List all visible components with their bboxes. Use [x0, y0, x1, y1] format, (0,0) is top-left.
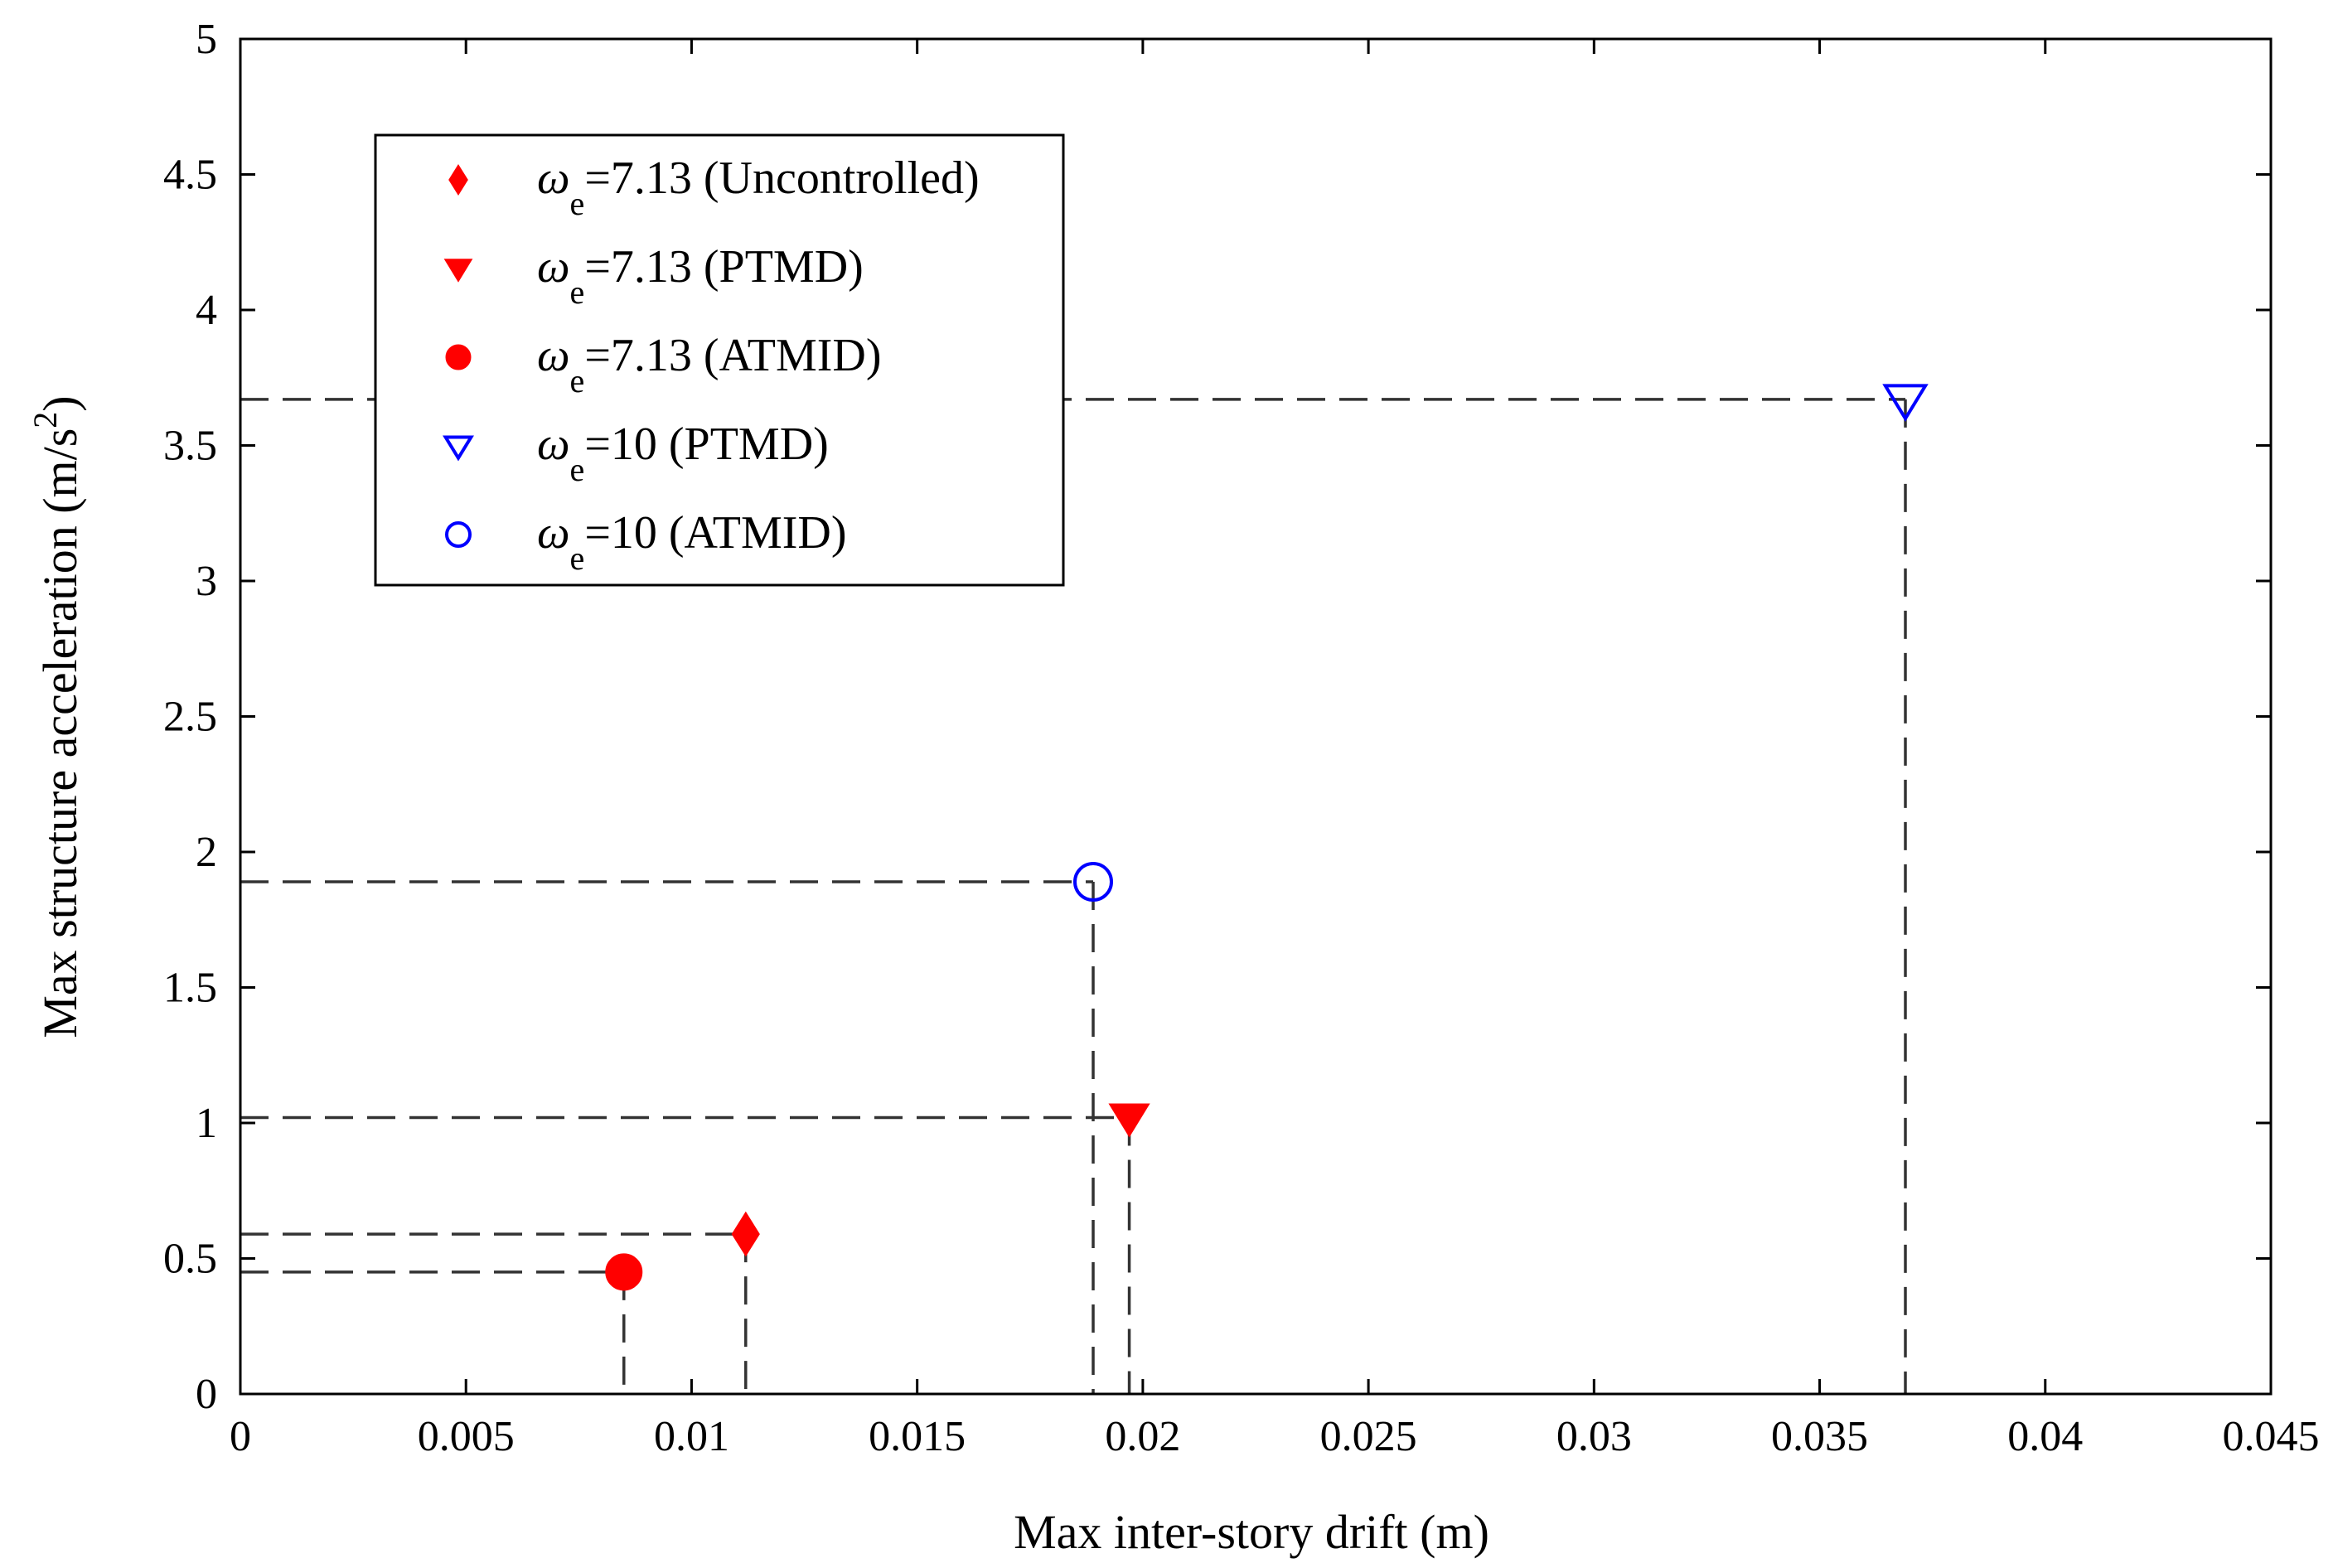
marker-ptmd-10 — [1882, 384, 1929, 422]
x-tick-label: 0.04 — [2007, 1413, 2083, 1460]
x-tick-label: 0.01 — [654, 1413, 729, 1460]
legend-subscript: e — [570, 540, 585, 577]
y-tick-label: 2.5 — [163, 694, 217, 741]
legend-label-text: =7.13 (Uncontrolled) — [584, 152, 979, 204]
x-axis-title: Max inter-story drift (m) — [1014, 1505, 1489, 1559]
y-tick-label: 1.5 — [163, 965, 217, 1012]
y-axis-title-sup: 2 — [27, 412, 64, 428]
marker-atmid-10 — [1073, 861, 1113, 902]
axis-ticks — [239, 37, 2273, 1396]
legend-marker-atmid-10 — [445, 521, 472, 548]
x-tick-label: 0.035 — [1771, 1413, 1868, 1460]
legend-label-atmid-10: ωe=10 (ATMID) — [537, 507, 847, 577]
legend-omega-symbol: ω — [537, 241, 570, 293]
y-tick-label: 4 — [196, 287, 217, 334]
marker-atmid-713 — [605, 1253, 643, 1291]
legend-omega-symbol: ω — [537, 419, 570, 470]
legend-label-ptmd-10: ωe=10 (PTMD) — [537, 419, 829, 488]
x-tick-label: 0.005 — [418, 1413, 515, 1460]
legend-label-uncontrolled-713: ωe=7.13 (Uncontrolled) — [537, 152, 980, 222]
x-tick-label: 0.025 — [1320, 1413, 1417, 1460]
legend-box — [374, 133, 1065, 587]
y-tick-labels: 0 0.5 1 1.5 2 2.5 3 3.5 4 4.5 5 — [163, 16, 217, 1418]
legend-label-text: =10 (PTMD) — [584, 419, 828, 470]
data-markers — [605, 384, 1929, 1291]
y-axis-title-tail: ) — [33, 395, 87, 411]
x-tick-label: 0.045 — [2223, 1413, 2320, 1460]
legend: ωe=7.13 (Uncontrolled)ωe=7.13 (PTMD)ωe=7… — [374, 133, 1065, 587]
legend-subscript: e — [570, 451, 585, 488]
legend-label-text: =7.13 (ATMID) — [584, 330, 881, 381]
legend-label-ptmd-713: ωe=7.13 (PTMD) — [537, 241, 864, 311]
legend-label-text: =7.13 (PTMD) — [584, 241, 863, 293]
y-tick-label: 3 — [196, 558, 217, 605]
legend-label-text: =10 (ATMID) — [584, 507, 846, 559]
y-tick-label: 0 — [196, 1371, 217, 1418]
legend-marker-ptmd-713 — [443, 259, 473, 283]
legend-subscript: e — [570, 362, 585, 399]
legend-omega-symbol: ω — [537, 152, 570, 204]
marker-uncontrolled-713 — [731, 1211, 760, 1257]
y-tick-label: 1 — [196, 1100, 217, 1147]
y-tick-label: 2 — [196, 829, 217, 876]
legend-subscript: e — [570, 273, 585, 311]
x-tick-label: 0.03 — [1556, 1413, 1632, 1460]
y-axis-title-main: Max structure acceleration (m/s — [33, 428, 87, 1038]
y-tick-label: 5 — [196, 16, 217, 63]
legend-label-atmid-713: ωe=7.13 (ATMID) — [537, 330, 882, 399]
x-tick-label: 0.015 — [869, 1413, 966, 1460]
x-tick-labels: 0 0.005 0.01 0.015 0.02 0.025 0.03 0.035 0.04 0.0… — [230, 1413, 2320, 1460]
y-tick-label: 3.5 — [163, 423, 217, 470]
y-tick-label: 4.5 — [163, 152, 217, 199]
legend-marker-ptmd-10 — [443, 435, 474, 462]
legend-entries: ωe=7.13 (Uncontrolled)ωe=7.13 (PTMD)ωe=7… — [443, 152, 980, 577]
legend-marker-uncontrolled-713 — [448, 164, 468, 196]
x-tick-label: 0.02 — [1105, 1413, 1180, 1460]
x-tick-label: 0 — [230, 1413, 251, 1460]
y-tick-label: 0.5 — [163, 1236, 217, 1283]
legend-omega-symbol: ω — [537, 330, 570, 381]
legend-marker-atmid-713 — [445, 344, 472, 370]
y-axis-title: Max structure acceleration (m/s2) — [27, 395, 87, 1038]
legend-omega-symbol: ω — [537, 507, 570, 559]
legend-subscript: e — [570, 185, 585, 222]
marker-ptmd-713 — [1108, 1103, 1150, 1138]
